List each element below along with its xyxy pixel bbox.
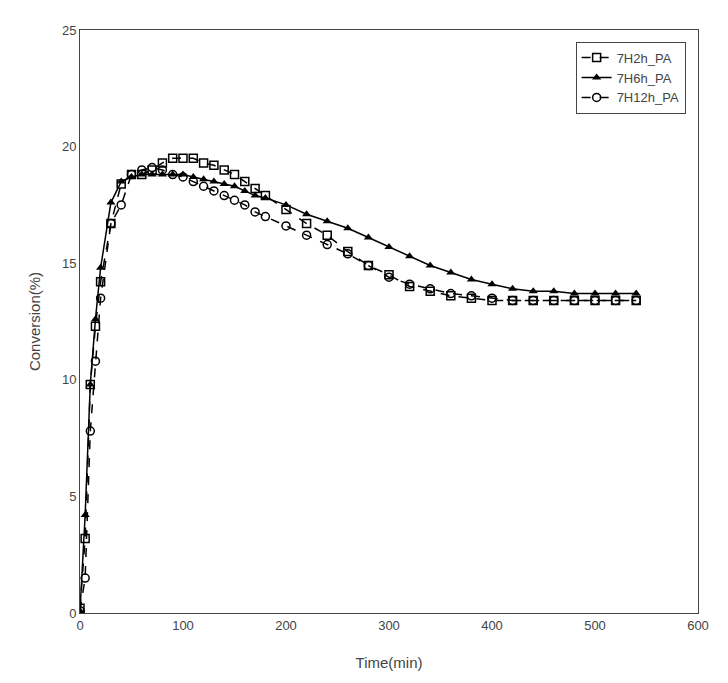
svg-text:20: 20	[62, 139, 76, 154]
svg-text:Conversion(%): Conversion(%)	[26, 272, 43, 371]
svg-text:500: 500	[584, 618, 606, 633]
svg-text:7H2h_PA: 7H2h_PA	[617, 51, 672, 66]
svg-text:0: 0	[76, 618, 83, 633]
svg-text:Time(min): Time(min)	[356, 654, 423, 671]
svg-text:100: 100	[172, 618, 194, 633]
svg-text:7H6h_PA: 7H6h_PA	[617, 71, 672, 86]
svg-text:7H12h_PA: 7H12h_PA	[617, 90, 679, 105]
svg-text:0: 0	[69, 606, 76, 621]
svg-text:10: 10	[62, 372, 76, 387]
svg-text:600: 600	[687, 618, 709, 633]
svg-text:5: 5	[69, 489, 76, 504]
svg-text:25: 25	[62, 23, 76, 38]
svg-text:200: 200	[275, 618, 297, 633]
svg-text:15: 15	[62, 256, 76, 271]
svg-text:300: 300	[378, 618, 400, 633]
svg-text:400: 400	[481, 618, 503, 633]
